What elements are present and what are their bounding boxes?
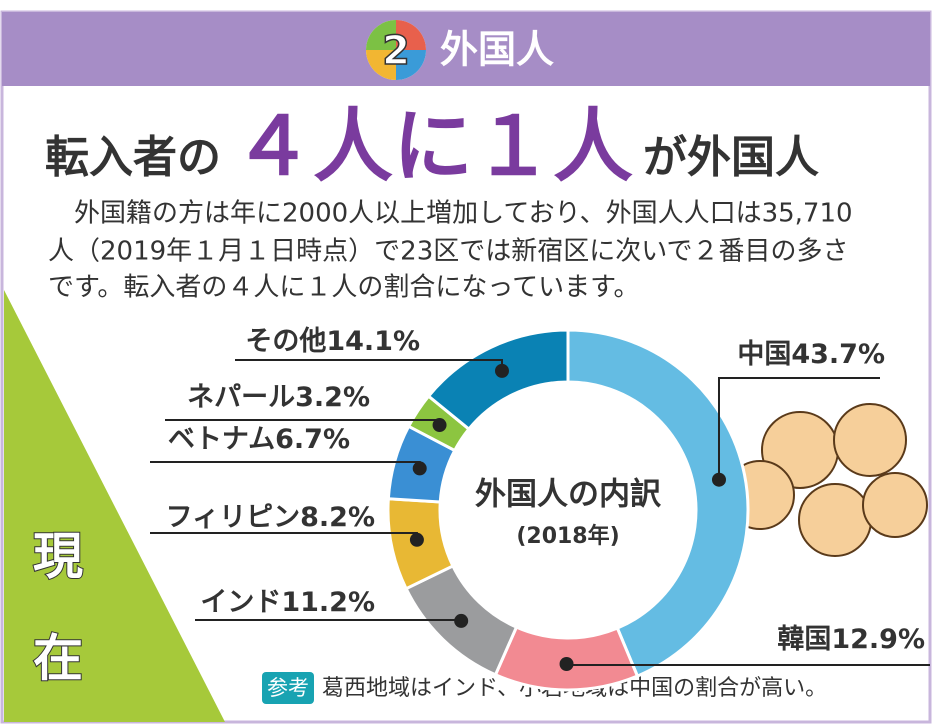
category-label: ベトナム: [168, 424, 275, 455]
slice-label: ネパール3.2%: [187, 382, 370, 413]
category-label: その他: [245, 326, 326, 357]
category-label: ネパール: [187, 382, 295, 413]
leader-line: [717, 377, 880, 480]
slice-label: ベトナム6.7%: [168, 424, 350, 455]
donut-slice: [566, 328, 750, 679]
leader-dot: [412, 461, 427, 476]
leader-line: [195, 619, 463, 621]
value-label: 3.2%: [295, 382, 370, 413]
paragraph-line: 外国籍の方は年に2000人以上増加しており、外国人人口は35,710: [48, 199, 853, 229]
paragraph-line: です。転入者の４人に１人の割合になっています。: [48, 273, 640, 303]
paragraph-line: 人（2019年１月１日時点）で23区では新宿区に次いで２番目の多さ: [48, 237, 848, 267]
slice-label: 韓国12.9%: [777, 624, 925, 655]
leader-dot: [559, 656, 574, 671]
category-label: インド: [200, 587, 281, 618]
chart-subtitle: (2018年): [516, 523, 619, 549]
badge-segment: [396, 20, 426, 50]
slice-label: 中国43.7%: [737, 339, 885, 370]
slice-label: インド11.2%: [200, 587, 375, 618]
leader-dot: [711, 472, 726, 487]
side-label: 現: [33, 528, 83, 586]
leader-dot: [454, 613, 469, 628]
badge-segment: [396, 50, 426, 80]
badge-segment: [366, 50, 396, 80]
category-label: フィリピン: [166, 502, 300, 533]
category-label: 中国: [737, 339, 791, 370]
donut-slice: [426, 328, 570, 432]
header-band: [2, 12, 930, 86]
leader-line: [565, 663, 930, 666]
value-label: 43.7%: [791, 339, 885, 370]
slice-label: その他14.1%: [245, 326, 420, 357]
leader-dot: [409, 532, 424, 547]
header-number: 2: [382, 28, 410, 74]
leader-dot: [432, 418, 447, 433]
green-triangle: [4, 290, 225, 722]
note-badge: [262, 672, 314, 704]
chart-title: 外国人の内訳: [475, 477, 662, 513]
value-label: 8.2%: [300, 502, 375, 533]
value-label: 6.7%: [275, 424, 350, 455]
value-label: 11.2%: [281, 587, 375, 618]
leader-dot: [494, 363, 509, 378]
side-label: 在: [33, 630, 83, 688]
header-title: 外国人: [440, 28, 554, 72]
note-badge-text: 参考: [267, 676, 309, 700]
headline: 転入者の ４人に１人 が外国人: [45, 100, 819, 193]
value-label: 14.1%: [326, 326, 420, 357]
category-label: 韓国: [777, 624, 831, 655]
value-label: 12.9%: [831, 624, 925, 655]
people-illustration: [725, 403, 928, 557]
badge-segment: [366, 20, 396, 50]
slice-label: フィリピン8.2%: [166, 502, 375, 533]
